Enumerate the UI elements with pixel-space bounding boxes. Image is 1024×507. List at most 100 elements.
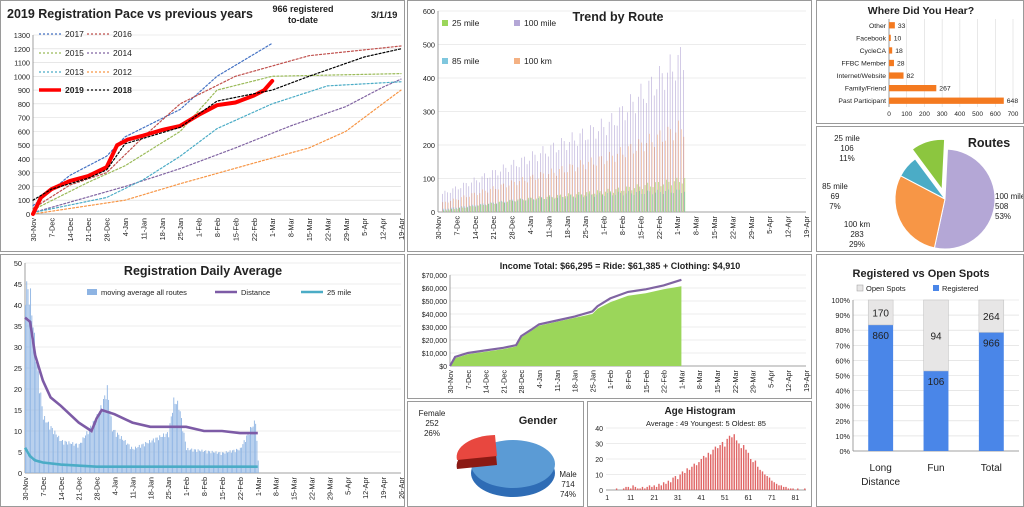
chart-title: Trend by Route <box>573 10 664 24</box>
category-label: Past Participant <box>838 98 886 105</box>
x-tick-label: 12-Apr <box>784 369 793 391</box>
legend-label: Registered <box>942 284 978 293</box>
bar-85 mile <box>485 204 486 212</box>
bar-100 mile <box>492 170 493 212</box>
histogram-bar <box>641 486 644 490</box>
bar-moving-average <box>202 451 204 473</box>
bar-85 mile <box>588 193 590 212</box>
bar-100 km <box>633 153 634 212</box>
x-tick-label: 15-Mar <box>305 217 314 241</box>
bar-100 mile <box>542 146 544 212</box>
bar-100 km <box>545 178 547 212</box>
histogram-bar <box>728 435 731 490</box>
bar-moving-average <box>159 435 161 473</box>
bar-100 km <box>527 182 528 212</box>
bar-25 mile <box>631 190 633 212</box>
bar-25 mile <box>644 185 646 212</box>
histogram-bar <box>745 449 747 490</box>
bar-85 mile <box>488 203 489 212</box>
data-label: 33 <box>898 23 906 30</box>
bar-25 mile <box>560 194 561 212</box>
bar-moving-average <box>94 421 95 473</box>
slice-percent-label: 7% <box>829 202 841 211</box>
open-spots-chart: Registered vs Open Spots Open Spots Regist… <box>831 268 1019 488</box>
bar-85 mile <box>490 202 492 212</box>
bar-moving-average <box>101 411 103 473</box>
bar-100 km <box>678 120 679 212</box>
series-line-2013 <box>32 81 402 214</box>
bar-100 mile <box>516 166 517 212</box>
pie-slice-female <box>456 435 497 460</box>
bar-100 km <box>585 169 587 212</box>
histogram-bar <box>681 471 684 490</box>
bar-moving-average <box>100 405 102 473</box>
bar-100 km <box>601 156 603 212</box>
bar-100 mile <box>571 132 573 212</box>
bar-25 mile <box>605 191 606 212</box>
bar-100 mile <box>476 180 478 212</box>
y-tick-label: 300 <box>18 169 30 178</box>
bar-moving-average <box>59 441 61 473</box>
bar-85 mile <box>684 191 685 212</box>
area-ride <box>450 286 682 366</box>
bar-moving-average <box>91 429 93 473</box>
series-line-2019 <box>31 79 275 216</box>
bar-100 mile <box>664 89 666 212</box>
bar-100 mile <box>561 138 562 212</box>
legend-swatch <box>933 285 939 291</box>
y-tick-label: 500 <box>18 141 30 150</box>
bar-moving-average <box>65 441 67 473</box>
x-tick-label: 5-Apr <box>766 369 775 387</box>
bar-open-spots <box>867 299 894 326</box>
bar-100 mile <box>669 54 671 212</box>
bar-25 mile <box>493 203 495 212</box>
legend-label: 100 mile <box>524 18 556 28</box>
income-chart: Income Total: $66,295 = Ride: $61,385 + … <box>422 261 811 394</box>
bar-25 mile <box>639 186 641 212</box>
bar-100 km <box>445 201 446 212</box>
bar-moving-average <box>151 440 153 473</box>
histogram-bar <box>670 482 672 490</box>
x-tick-label: 18-Jan <box>146 477 155 499</box>
bar-moving-average <box>146 442 148 473</box>
bar-moving-average <box>168 437 170 473</box>
y-tick-label: 1300 <box>14 31 30 40</box>
data-label: 170 <box>872 308 889 319</box>
x-tick-label: 29-Mar <box>749 369 758 393</box>
bar-85 mile <box>472 204 473 212</box>
x-tick-label: 8-Mar <box>695 369 704 389</box>
bar-25 mile <box>485 205 487 212</box>
bar-85 mile <box>554 198 555 212</box>
y-tick-label: 0 <box>599 488 603 495</box>
category-label: Internet/Website <box>837 73 887 80</box>
legend-label: 2018 <box>113 85 132 95</box>
bar-moving-average <box>58 435 60 473</box>
bar-85 mile <box>607 192 608 212</box>
bar-moving-average <box>127 443 129 473</box>
y-tick-label: 90% <box>835 311 850 320</box>
bar-25 mile <box>491 202 492 212</box>
series-line-2016 <box>32 45 402 210</box>
bar-100 mile <box>619 107 621 212</box>
bar-85 mile <box>450 207 452 212</box>
bar-moving-average <box>53 434 55 473</box>
bar-moving-average <box>257 460 259 473</box>
bar-25 mile <box>501 201 503 212</box>
bar-85 mile <box>445 208 447 212</box>
y-tick-label: 500 <box>423 41 435 50</box>
bar-moving-average <box>92 420 94 473</box>
legend-swatch <box>856 284 864 292</box>
bar-100 km <box>498 189 499 212</box>
bar-25 mile <box>668 181 670 212</box>
income-panel: Income Total: $66,295 = Ride: $61,385 + … <box>407 254 812 399</box>
slice-percent-label: 74% <box>560 490 576 499</box>
bar-25 mile <box>522 200 524 212</box>
bar-moving-average <box>54 430 56 473</box>
bar-85 mile <box>660 191 661 212</box>
bar-moving-average <box>45 422 47 473</box>
bar-85 mile <box>646 190 648 212</box>
data-label: 267 <box>939 86 951 93</box>
data-label: 10 <box>894 35 902 42</box>
histogram-bar <box>754 460 757 490</box>
series-line-2018 <box>32 48 402 201</box>
